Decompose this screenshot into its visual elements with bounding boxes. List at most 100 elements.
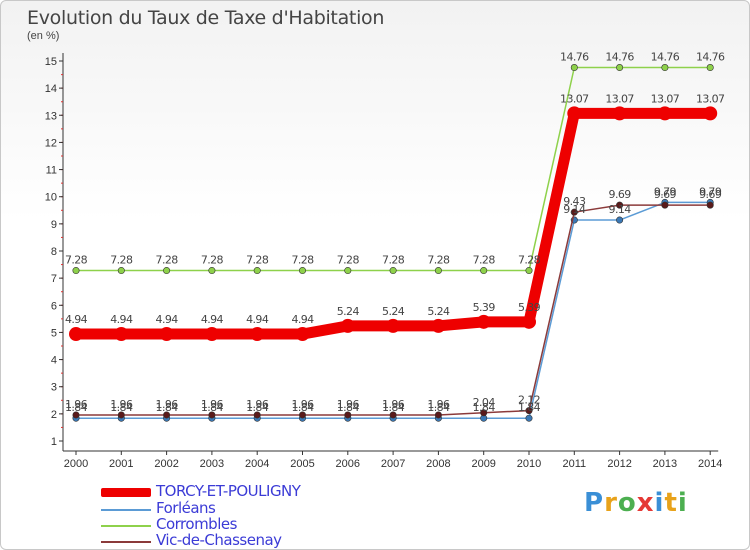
data-label-torcy-et-pouligny: 5.24 bbox=[382, 305, 405, 318]
data-label-corrombles: 7.28 bbox=[337, 254, 360, 267]
data-label-forl-ans: 1.84 bbox=[246, 401, 269, 414]
data-point-torcy-et-pouligny bbox=[250, 327, 265, 342]
data-label-torcy-et-pouligny: 5.39 bbox=[518, 301, 541, 314]
data-label-forl-ans: 1.84 bbox=[473, 401, 496, 414]
proxiti-logo: Proxiti bbox=[584, 488, 688, 518]
data-label-vic-de-chassenay: 1.96 bbox=[65, 398, 88, 411]
data-label-torcy-et-pouligny: 5.39 bbox=[473, 301, 496, 314]
data-point-vic-de-chassenay bbox=[480, 409, 488, 417]
data-point-vic-de-chassenay bbox=[661, 201, 669, 209]
data-point-vic-de-chassenay bbox=[298, 411, 306, 419]
x-tick-label: 2009 bbox=[471, 458, 495, 470]
chart-unit: (en %) bbox=[27, 30, 60, 42]
data-point-corrombles bbox=[480, 267, 488, 275]
y-tick-label: 7 bbox=[51, 273, 57, 285]
data-point-torcy-et-pouligny bbox=[69, 327, 83, 342]
data-label-forl-ans: 9.79 bbox=[654, 185, 677, 198]
legend-label-vic: Vic-de-Chassenay bbox=[156, 531, 282, 549]
data-point-corrombles bbox=[434, 267, 442, 275]
data-label-forl-ans: 9.14 bbox=[609, 203, 632, 216]
y-tick-label: 10 bbox=[45, 192, 57, 204]
data-point-torcy-et-pouligny bbox=[114, 327, 129, 342]
data-label-corrombles: 7.28 bbox=[291, 254, 314, 267]
data-label-corrombles: 7.28 bbox=[427, 254, 450, 267]
data-point-vic-de-chassenay bbox=[72, 411, 80, 419]
data-label-forl-ans: 9.79 bbox=[699, 185, 722, 198]
data-label-torcy-et-pouligny: 5.24 bbox=[337, 305, 360, 318]
series-line-torcy-et-pouligny bbox=[70, 107, 716, 340]
legend-swatch-corrombles bbox=[101, 525, 151, 527]
data-point-torcy-et-pouligny bbox=[340, 318, 355, 333]
data-label-corrombles: 7.28 bbox=[110, 254, 133, 267]
y-tick-label: 5 bbox=[51, 327, 57, 339]
legend-item-vic: Vic-de-Chassenay bbox=[101, 531, 401, 549]
data-point-corrombles bbox=[344, 267, 352, 275]
data-label-torcy-et-pouligny: 4.94 bbox=[65, 313, 88, 326]
data-point-torcy-et-pouligny bbox=[295, 327, 310, 342]
x-tick-label: 2011 bbox=[562, 458, 586, 470]
data-label-forl-ans: 1.84 bbox=[201, 401, 224, 414]
data-label-torcy-et-pouligny: 13.07 bbox=[560, 92, 589, 105]
data-point-torcy-et-pouligny bbox=[612, 106, 627, 121]
y-tick-label: 3 bbox=[51, 382, 57, 394]
data-label-vic-de-chassenay: 1.96 bbox=[427, 398, 450, 411]
legend-swatch-forleans bbox=[101, 509, 151, 511]
data-label-vic-de-chassenay: 1.96 bbox=[291, 398, 314, 411]
data-point-vic-de-chassenay bbox=[570, 208, 578, 216]
data-point-corrombles bbox=[616, 64, 624, 72]
x-tick-label: 2013 bbox=[653, 458, 677, 470]
data-label-vic-de-chassenay: 9.43 bbox=[563, 195, 586, 208]
y-tick-label: 9 bbox=[51, 219, 57, 231]
x-tick-label: 2002 bbox=[154, 458, 178, 470]
data-label-corrombles: 7.28 bbox=[156, 254, 179, 267]
data-point-vic-de-chassenay bbox=[525, 407, 533, 415]
data-label-forl-ans: 1.84 bbox=[382, 401, 405, 414]
x-tick-label: 2000 bbox=[64, 458, 88, 470]
data-label-corrombles: 7.28 bbox=[518, 254, 541, 267]
y-tick-label: 15 bbox=[45, 56, 57, 68]
data-point-corrombles bbox=[72, 267, 80, 275]
data-label-torcy-et-pouligny: 4.94 bbox=[110, 313, 133, 326]
y-tick-label: 4 bbox=[51, 355, 57, 367]
data-point-torcy-et-pouligny bbox=[386, 318, 401, 333]
data-label-vic-de-chassenay: 9.69 bbox=[654, 188, 677, 201]
data-label-forl-ans: 1.84 bbox=[291, 401, 314, 414]
data-point-forl-ans bbox=[616, 216, 624, 224]
y-tick-label: 1 bbox=[51, 436, 57, 448]
data-label-corrombles: 14.76 bbox=[696, 51, 725, 64]
x-tick-label: 2008 bbox=[426, 458, 450, 470]
data-label-vic-de-chassenay: 9.69 bbox=[609, 188, 632, 201]
legend-label-forleans: Forléans bbox=[156, 499, 216, 517]
data-point-vic-de-chassenay bbox=[344, 411, 352, 419]
data-label-vic-de-chassenay: 1.96 bbox=[246, 398, 269, 411]
data-label-corrombles: 7.28 bbox=[246, 254, 269, 267]
data-point-torcy-et-pouligny bbox=[657, 106, 672, 121]
data-point-corrombles bbox=[389, 267, 397, 275]
data-point-torcy-et-pouligny bbox=[431, 318, 446, 333]
y-tick-label: 8 bbox=[51, 246, 57, 258]
data-label-corrombles: 14.76 bbox=[560, 51, 589, 64]
data-label-torcy-et-pouligny: 4.94 bbox=[201, 313, 224, 326]
data-label-forl-ans: 9.14 bbox=[563, 203, 586, 216]
data-point-corrombles bbox=[298, 267, 306, 275]
data-point-corrombles bbox=[208, 267, 216, 275]
legend-label-corrombles: Corrombles bbox=[156, 515, 237, 533]
data-label-vic-de-chassenay: 1.96 bbox=[382, 398, 405, 411]
data-point-torcy-et-pouligny bbox=[204, 327, 219, 342]
data-point-corrombles bbox=[163, 267, 171, 275]
data-point-vic-de-chassenay bbox=[208, 411, 216, 419]
data-label-torcy-et-pouligny: 4.94 bbox=[156, 313, 179, 326]
data-label-corrombles: 7.28 bbox=[382, 254, 405, 267]
data-label-forl-ans: 1.84 bbox=[156, 401, 179, 414]
x-tick-label: 2006 bbox=[336, 458, 360, 470]
data-point-torcy-et-pouligny bbox=[567, 106, 582, 121]
x-tick-label: 2005 bbox=[290, 458, 314, 470]
legend-item-torcy: TORCY-ET-POULIGNY bbox=[101, 482, 401, 501]
data-label-torcy-et-pouligny: 13.07 bbox=[696, 92, 725, 105]
legend-swatch-torcy bbox=[101, 488, 151, 497]
data-label-forl-ans: 1.84 bbox=[110, 401, 133, 414]
legend-item-corrombles: Corrombles bbox=[101, 515, 401, 534]
data-point-vic-de-chassenay bbox=[163, 411, 171, 419]
data-point-corrombles bbox=[253, 267, 261, 275]
